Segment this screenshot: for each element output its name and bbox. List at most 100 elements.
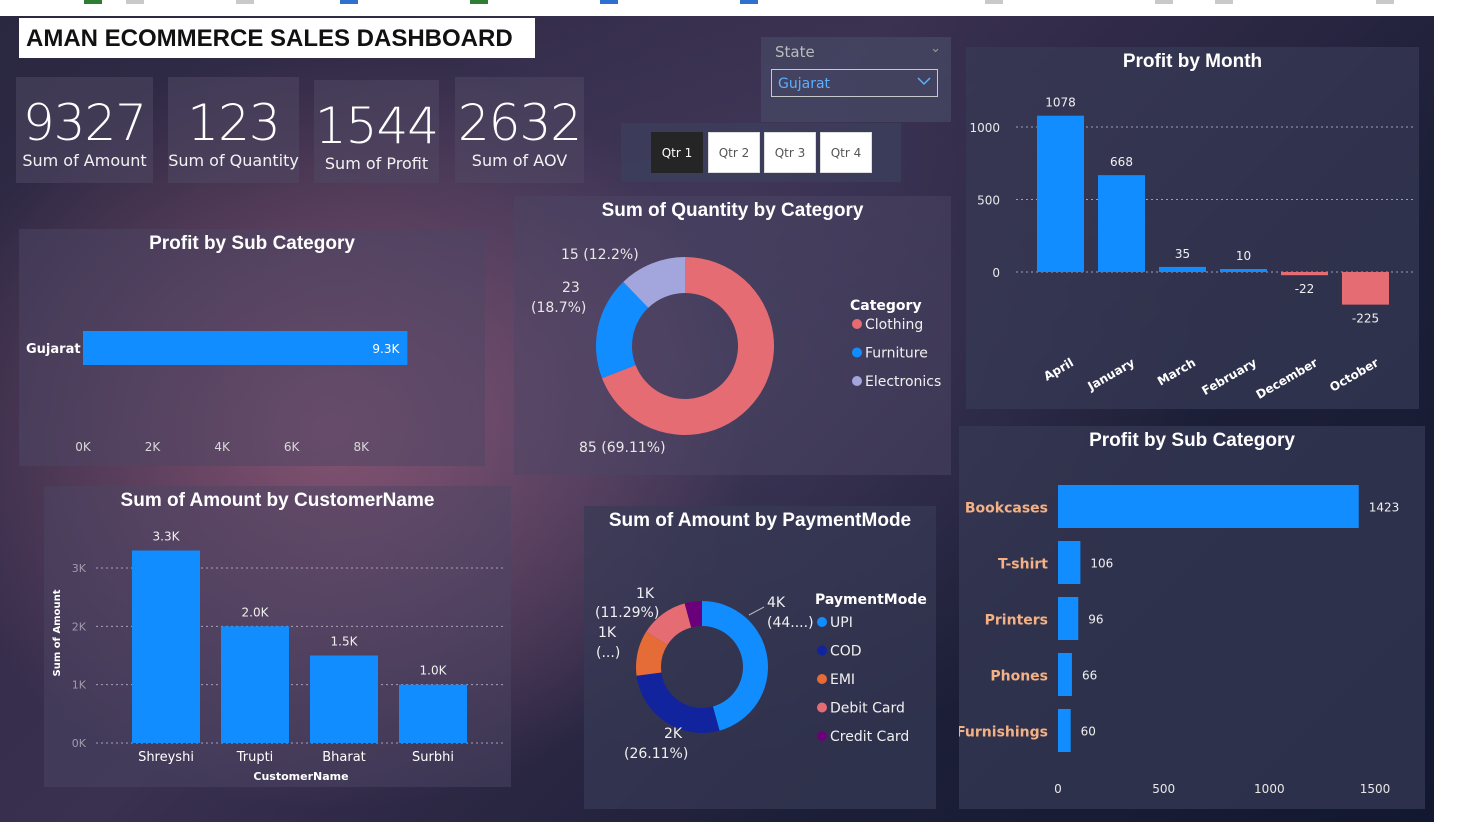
y-tick-label: Bookcases (965, 501, 1048, 517)
chart-profit-by-month[interactable]: Profit by Month 0 500 1000 1078 April 668 Janu… (966, 47, 1419, 409)
kpi-card-amount[interactable]: 9327 Sum of Amount (16, 77, 153, 183)
donut-chart-paymentmode: 4K (44....) 2K (26.11%) 1K (11.29%) 1K (...) Pay… (595, 586, 927, 762)
x-tick-label: 8K (353, 440, 370, 454)
bar-chart-month: 0 500 1000 1078 April 668 January 35 March 10 Febr… (969, 96, 1416, 402)
bar-march (1159, 266, 1206, 272)
kpi-label: Sum of Quantity (168, 151, 299, 170)
quarter-slicer: Qtr 1 Qtr 2 Qtr 3 Qtr 4 (621, 123, 901, 182)
donut-slice-cod (636, 672, 720, 733)
donut-slice-credit-card (684, 601, 702, 628)
category-label: Gujarat (26, 342, 81, 357)
y-axis-label: Sum of Amount (52, 589, 63, 676)
donut-slice-emi (636, 631, 668, 676)
legend-item: Credit Card (830, 729, 909, 745)
y-tick-label: Furnishings (959, 725, 1048, 741)
bar-january (1098, 175, 1145, 272)
legend-item: Furniture (865, 346, 928, 362)
data-label: 15 (12.2%) (561, 247, 639, 263)
toolbar-fragment-icon (985, 0, 1003, 4)
state-selected-value: Gujarat (778, 76, 831, 92)
x-tick-label: 6K (284, 440, 301, 454)
qtr-3-button[interactable]: Qtr 3 (764, 132, 816, 173)
kpi-card-quantity[interactable]: 123 Sum of Quantity (168, 77, 299, 183)
chevron-down-icon[interactable]: ⌄ (930, 41, 941, 56)
donut-slice-upi (702, 601, 768, 731)
y-tick-label: Printers (985, 613, 1048, 629)
kpi-label: Sum of AOV (471, 151, 568, 170)
legend-marker (817, 617, 827, 627)
legend-item: COD (830, 644, 862, 660)
bar-chart-state: 0K 2K 4K 6K 8K Gujarat 9.3K (26, 331, 408, 454)
toolbar-fragment-icon (236, 0, 254, 4)
bar-december (1281, 272, 1328, 276)
legend-marker (852, 319, 862, 329)
y-tick-label: 500 (977, 194, 1000, 208)
kpi-label: Sum of Profit (324, 154, 429, 173)
bar-bharat (310, 655, 378, 743)
chart-profit-by-subcategory[interactable]: Profit by Sub Category 0 500 1000 1500 1423 B… (959, 426, 1425, 809)
bar-chart-customer: 0K 1K 2K 3K Sum of Amount CustomerName 3.3K Shr… (52, 530, 504, 783)
data-label: 4K (767, 595, 786, 611)
x-tick-label: January (1085, 355, 1138, 393)
chevron-down-icon[interactable] (917, 74, 931, 88)
data-label: 60 (1081, 725, 1096, 739)
chart-title: Sum of Quantity by Category (601, 200, 864, 221)
toolbar-fragment-icon (340, 0, 358, 4)
data-label: 10 (1236, 249, 1251, 263)
data-label: (11.29%) (595, 605, 659, 621)
qtr-2-button[interactable]: Qtr 2 (708, 132, 760, 173)
donut-slice-debit-card (646, 603, 692, 645)
y-tick-label: 1K (72, 679, 87, 692)
legend-item: Debit Card (830, 701, 905, 717)
data-label: 96 (1088, 613, 1103, 627)
data-label: 1K (636, 586, 655, 602)
chart-profit-by-subcategory-state[interactable]: Profit by Sub Category 0K 2K 4K 6K 8K Gujarat… (19, 229, 485, 466)
y-tick-label: 0 (992, 266, 1000, 280)
data-label: 2K (664, 726, 683, 742)
kpi-card-profit[interactable]: 1544 Sum of Profit (314, 80, 439, 183)
x-tick-label: Surbhi (412, 750, 454, 765)
toolbar-fragment-icon (470, 0, 488, 4)
chart-amount-by-paymentmode[interactable]: Sum of Amount by PaymentMode 4K (44....) 2… (584, 506, 936, 809)
hbar-chart-subcategory: 0 500 1000 1500 1423 Bookcases 106 T-shirt 96 Pri… (959, 485, 1399, 796)
data-label: (44....) (767, 615, 814, 631)
chart-title: Profit by Sub Category (149, 233, 355, 254)
data-label: 66 (1082, 669, 1097, 683)
qtr-1-button[interactable]: Qtr 1 (651, 132, 703, 173)
toolbar-fragment-icon (84, 0, 102, 4)
bar-april (1037, 115, 1084, 272)
host-toolbar-strip (0, 0, 1461, 16)
y-tick-label: 2K (72, 620, 87, 633)
state-dropdown[interactable]: Gujarat (771, 69, 938, 97)
data-label: 1078 (1045, 96, 1076, 110)
legend-marker (817, 674, 827, 684)
kpi-label: Sum of Amount (22, 151, 147, 170)
qtr-4-button[interactable]: Qtr 4 (820, 132, 872, 173)
kpi-value: 9327 (22, 94, 147, 152)
y-tick-label: 1000 (969, 121, 1000, 135)
chart-title: Sum of Amount by PaymentMode (608, 510, 912, 531)
toolbar-fragment-icon (1155, 0, 1173, 4)
chart-amount-by-customer[interactable]: Sum of Amount by CustomerName 0K 1K 2K 3K Su… (44, 486, 511, 787)
legend-title: PaymentMode (815, 592, 927, 608)
bar-february (1220, 269, 1267, 272)
bar-shreyshi (132, 550, 200, 743)
chart-title: Profit by Month (1122, 51, 1263, 72)
y-tick-label: Phones (990, 669, 1048, 685)
state-slicer[interactable]: State ⌄ Gujarat (761, 37, 951, 122)
y-tick-label: T-shirt (998, 557, 1048, 573)
toolbar-fragment-icon (1376, 0, 1394, 4)
chart-quantity-by-category[interactable]: Sum of Quantity by Category 85 (69.11%) 2… (514, 196, 951, 475)
toolbar-fragment-icon (600, 0, 618, 4)
data-label: (18.7%) (531, 300, 586, 316)
kpi-value: 1544 (314, 97, 439, 155)
x-tick-label: 1000 (1254, 782, 1285, 796)
window-edge (1434, 16, 1461, 822)
x-tick-label: 0K (75, 440, 92, 454)
bar-gujarat (83, 331, 408, 365)
dashboard-title: AMAN ECOMMERCE SALES DASHBOARD (19, 18, 535, 58)
slicer-label: State (775, 43, 815, 61)
kpi-card-aov[interactable]: 2632 Sum of AOV (455, 77, 584, 183)
x-tick-label: 500 (1152, 782, 1175, 796)
data-label: 2.0K (242, 605, 270, 619)
